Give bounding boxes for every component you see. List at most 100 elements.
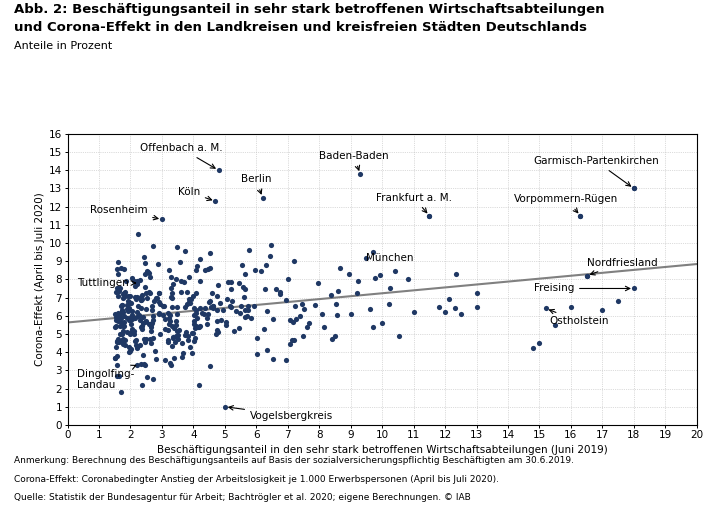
Point	[115, 302, 127, 310]
Point	[424, 212, 435, 220]
Point	[112, 284, 123, 293]
Point	[298, 305, 309, 313]
Point	[331, 311, 342, 319]
Point	[565, 302, 577, 311]
Point	[251, 334, 262, 342]
Point	[121, 300, 132, 308]
Point	[121, 328, 132, 336]
Point	[208, 302, 219, 310]
Point	[113, 372, 124, 380]
Point	[173, 335, 184, 344]
Point	[197, 308, 208, 317]
Point	[132, 277, 143, 285]
Point	[126, 315, 137, 323]
Point	[260, 261, 271, 269]
Point	[166, 289, 178, 298]
Point	[122, 297, 134, 305]
Point	[264, 252, 275, 260]
Point	[115, 264, 127, 272]
Point	[162, 336, 173, 344]
Point	[119, 318, 130, 327]
Point	[212, 328, 223, 336]
Point	[133, 311, 144, 319]
Point	[141, 266, 153, 274]
Point	[128, 327, 139, 335]
Point	[116, 306, 127, 314]
Point	[164, 317, 176, 325]
Point	[534, 339, 545, 347]
Point	[211, 317, 223, 325]
Point	[574, 212, 586, 220]
Point	[153, 298, 164, 306]
Point	[127, 312, 138, 320]
Text: Köln: Köln	[178, 187, 212, 200]
Point	[117, 322, 128, 330]
Point	[234, 309, 245, 317]
Point	[239, 285, 250, 294]
Point	[155, 330, 166, 338]
Point	[188, 311, 199, 319]
Point	[191, 322, 202, 330]
Point	[162, 309, 173, 317]
Point	[144, 335, 156, 344]
Point	[597, 306, 608, 315]
Point	[234, 279, 245, 287]
Point	[135, 359, 146, 368]
Point	[151, 294, 163, 302]
Point	[204, 249, 215, 258]
Point	[215, 299, 226, 307]
Point	[151, 294, 162, 302]
Point	[235, 302, 246, 311]
Text: Corona-Effekt: Coronabedingter Anstieg der Arbeitslosigkeit je 1.000 Erwerbspers: Corona-Effekt: Coronabedingter Anstieg d…	[14, 475, 499, 484]
Point	[122, 304, 133, 313]
Point	[149, 297, 160, 305]
Point	[139, 318, 151, 327]
Point	[141, 294, 153, 302]
Point	[166, 294, 177, 302]
Point	[192, 262, 203, 270]
Point	[142, 267, 154, 276]
Point	[128, 330, 139, 338]
Point	[449, 304, 460, 313]
Point	[471, 302, 482, 311]
Point	[159, 325, 171, 333]
Point	[181, 288, 193, 296]
Point	[129, 277, 140, 285]
Point	[629, 184, 640, 193]
Point	[351, 289, 363, 298]
Point	[550, 321, 561, 329]
Point	[131, 295, 142, 303]
Point	[147, 334, 159, 342]
Point	[200, 304, 211, 313]
Point	[318, 323, 329, 332]
Point	[205, 362, 216, 370]
Point	[205, 303, 217, 312]
Point	[186, 329, 197, 337]
Point	[129, 293, 141, 301]
Point	[240, 269, 251, 278]
Point	[133, 302, 144, 311]
Point	[408, 308, 419, 316]
Point	[257, 194, 268, 202]
Point	[157, 311, 169, 319]
Text: und Corona-Effekt in den Landkreisen und kreisfreien Städten Deutschlands: und Corona-Effekt in den Landkreisen und…	[14, 21, 587, 33]
Point	[183, 298, 194, 306]
Point	[114, 321, 126, 330]
Point	[281, 296, 292, 304]
Point	[629, 284, 640, 293]
Point	[169, 323, 180, 332]
Point	[166, 342, 178, 350]
Point	[183, 332, 194, 340]
Point	[201, 314, 213, 322]
Point	[284, 316, 296, 324]
Point	[148, 312, 159, 320]
Point	[334, 264, 346, 272]
Point	[220, 318, 232, 327]
Point	[574, 212, 586, 220]
Y-axis label: Corona-Effekt (April bis Juli 2020): Corona-Effekt (April bis Juli 2020)	[35, 193, 45, 366]
Point	[140, 335, 151, 343]
Point	[153, 310, 164, 318]
Point	[190, 306, 201, 314]
Point	[370, 274, 381, 283]
Point	[178, 278, 190, 286]
